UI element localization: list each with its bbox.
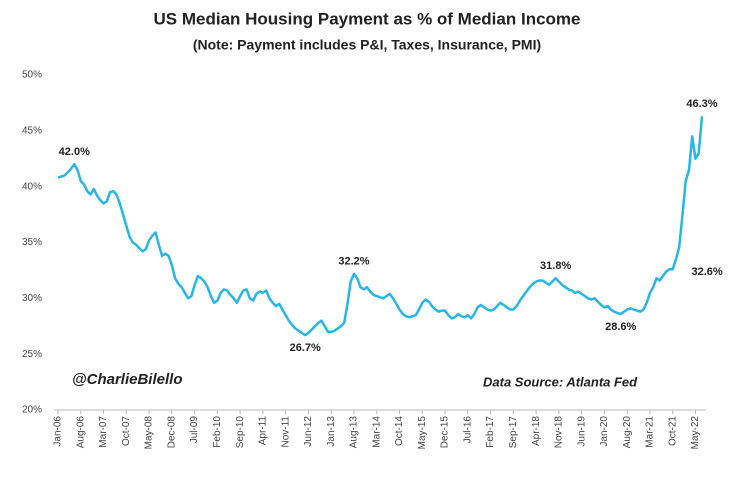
x-tick-label: Mar-07 (98, 416, 109, 448)
data-label: 31.8% (540, 260, 571, 272)
source-note: Data Source: Atlanta Fed (483, 374, 638, 389)
x-tick-label: Jul-09 (189, 416, 200, 444)
x-tick-label: Jun-12 (303, 416, 314, 447)
chart-title: US Median Housing Payment as % of Median… (154, 9, 581, 28)
x-tick-label: Aug-20 (622, 416, 633, 449)
x-tick-label: Feb-17 (485, 416, 496, 448)
x-tick-label: Dec-08 (166, 416, 177, 449)
x-tick-label: Jan-13 (326, 416, 337, 447)
x-tick-label: Jun-19 (576, 416, 587, 447)
x-tick-label: Jul-16 (462, 416, 473, 444)
x-tick-label: Aug-06 (75, 416, 86, 449)
x-tick-label: Apr-11 (258, 416, 269, 446)
data-label: 32.2% (338, 256, 369, 268)
x-tick-label: Nov-11 (280, 416, 291, 448)
data-label: 26.7% (290, 342, 321, 354)
watermark: @CharlieBilello (72, 371, 183, 388)
x-tick-label: Dec-15 (440, 416, 451, 449)
y-tick-label: 20% (22, 405, 42, 416)
data-label: 32.6% (691, 266, 722, 278)
y-tick-label: 50% (22, 70, 42, 81)
x-tick-label: Feb-10 (212, 416, 223, 448)
y-tick-label: 35% (22, 237, 42, 248)
x-tick-label: Oct-21 (667, 416, 678, 446)
x-tick-label: Mar-14 (371, 416, 382, 448)
chart-subtitle: (Note: Payment includes P&I, Taxes, Insu… (193, 37, 541, 53)
y-tick-label: 40% (22, 181, 42, 192)
x-tick-label: Jan-20 (599, 416, 610, 447)
x-tick-label: Oct-07 (121, 416, 132, 446)
x-tick-label: Oct-14 (394, 416, 405, 446)
x-tick-label: May-22 (690, 416, 701, 450)
x-tick-label: May-15 (417, 416, 428, 450)
x-tick-label: Nov-18 (554, 416, 565, 449)
x-tick-label: May-08 (144, 416, 155, 450)
x-tick-label: Aug-13 (349, 416, 360, 449)
x-tick-label: Apr-18 (531, 416, 542, 446)
y-tick-label: 25% (22, 349, 42, 360)
data-label: 46.3% (686, 98, 717, 110)
x-tick-label: Mar-21 (645, 416, 656, 448)
x-tick-label: Sep-10 (235, 416, 246, 449)
data-line (57, 116, 704, 337)
x-tick-label: Sep-17 (508, 416, 519, 449)
y-tick-label: 45% (22, 125, 42, 136)
data-label: 28.6% (605, 321, 636, 333)
x-tick-label: Jan-06 (53, 416, 64, 447)
y-tick-label: 30% (22, 293, 42, 304)
data-label: 42.0% (59, 146, 90, 158)
